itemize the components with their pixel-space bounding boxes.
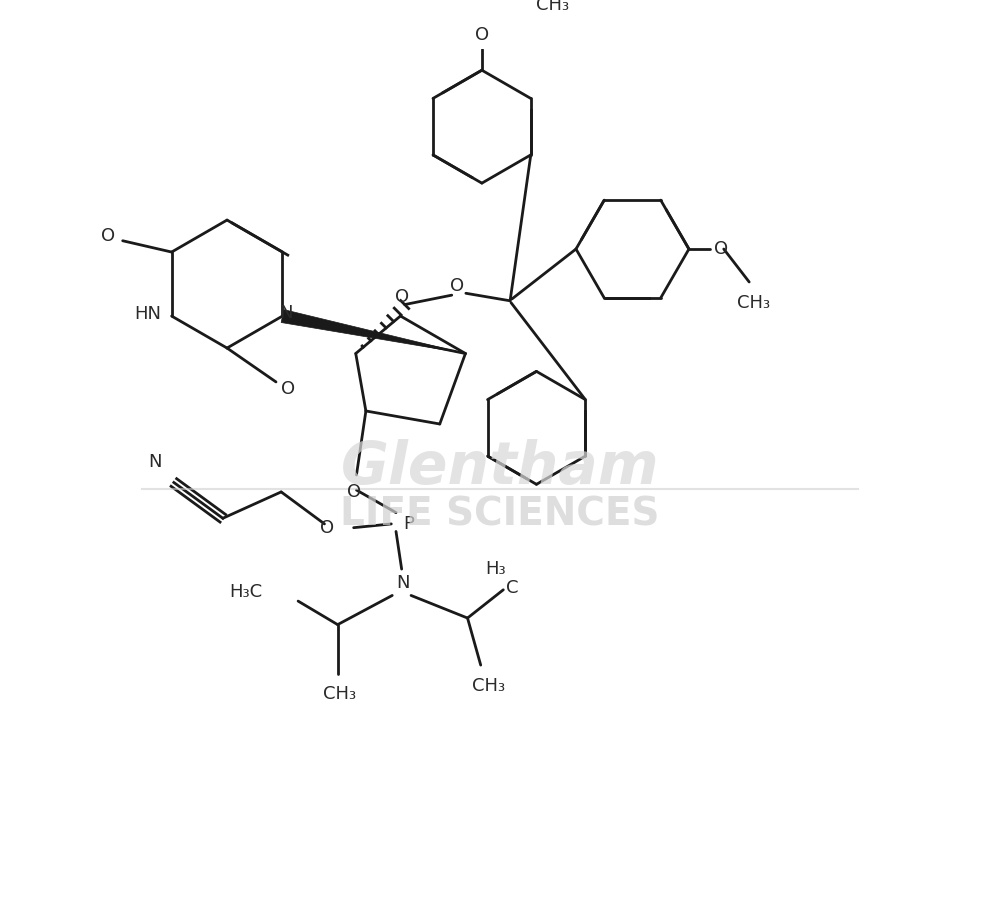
- Text: N: N: [279, 304, 293, 322]
- Text: P: P: [403, 515, 414, 533]
- Text: O: O: [450, 276, 464, 294]
- Text: CH₃: CH₃: [536, 0, 570, 14]
- Text: O: O: [101, 227, 116, 245]
- Text: Glentham: Glentham: [341, 439, 659, 496]
- Text: O: O: [475, 26, 489, 44]
- Text: O: O: [347, 483, 361, 501]
- Text: HN: HN: [135, 305, 162, 323]
- Text: O: O: [395, 288, 409, 306]
- Text: C: C: [506, 579, 519, 597]
- Text: CH₃: CH₃: [323, 685, 356, 703]
- Text: H₃: H₃: [485, 560, 506, 578]
- Text: N: N: [396, 574, 409, 592]
- Text: O: O: [281, 380, 295, 398]
- Text: O: O: [714, 240, 728, 258]
- Text: LIFE SCIENCES: LIFE SCIENCES: [340, 496, 660, 534]
- Text: CH₃: CH₃: [737, 293, 770, 311]
- Polygon shape: [281, 310, 465, 354]
- Text: N: N: [148, 453, 162, 471]
- Text: H₃C: H₃C: [229, 582, 262, 600]
- Text: CH₃: CH₃: [472, 677, 505, 695]
- Text: O: O: [320, 518, 334, 536]
